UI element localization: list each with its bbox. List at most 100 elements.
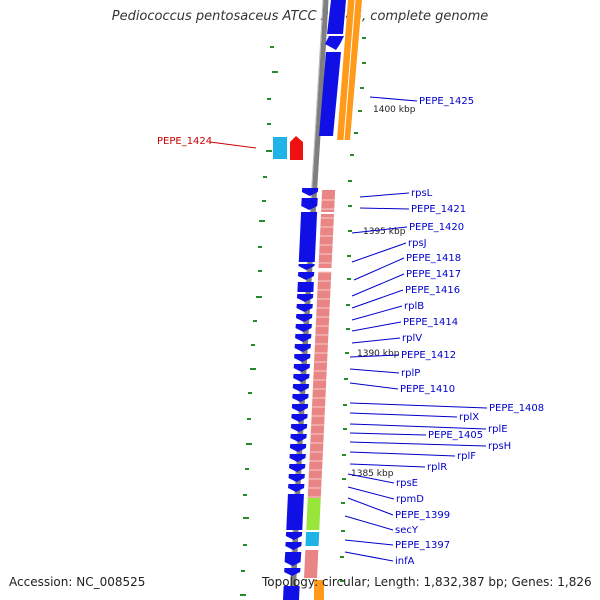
gc-tick-mark <box>345 352 349 354</box>
gene-label-leader-line <box>349 432 427 436</box>
gene-label-leader-line <box>353 257 405 281</box>
gene-label-leader-line <box>351 273 405 297</box>
gc-tick-mark <box>243 544 247 546</box>
gc-tick-mark <box>362 37 366 39</box>
gc-tick-mark <box>342 454 346 456</box>
gene-label-pepe-1405: PEPE_1405 <box>349 430 483 441</box>
gene-label-leader-line <box>344 515 394 531</box>
gene-label-text: PEPE_1418 <box>406 253 461 264</box>
accession-text: Accession: NC_008525 <box>9 575 146 589</box>
figure-title: Pediococcus pentosaceus ATCC 25745, comp… <box>111 9 489 24</box>
gene-label-leader-line <box>344 539 394 546</box>
forward-gene-arrow <box>295 324 312 332</box>
forward-gene-arrow <box>301 188 319 196</box>
forward-gene-arrow <box>297 272 315 280</box>
forward-gene-arrow <box>290 424 308 432</box>
gene-label-leader-line <box>349 412 458 418</box>
gene-label-rplv: rplV <box>351 333 422 344</box>
gc-tick-layer <box>240 37 366 596</box>
forward-gene-arrow <box>292 394 309 402</box>
gc-tick-mark <box>263 176 267 178</box>
gene-label-text: rpsH <box>488 441 511 452</box>
gene-label-leader-line <box>349 451 456 457</box>
gc-tick-mark <box>243 517 249 519</box>
gene-label-leader-line <box>347 497 394 516</box>
forward-gene-arrow <box>293 374 310 382</box>
gene-label-pepe-1412: PEPE_1412 <box>349 350 456 361</box>
gene-label-leader-line <box>344 551 394 562</box>
gc-tick-mark <box>346 304 350 306</box>
gene-label-text: rplE <box>488 424 508 435</box>
gc-tick-mark <box>248 392 252 394</box>
gene-label-leader-line <box>349 441 487 447</box>
gene-label-text: PEPE_1420 <box>409 222 464 233</box>
gc-tick-mark <box>245 468 249 470</box>
forward-gene-arrow <box>301 198 318 210</box>
forward-gene-arrow <box>288 484 305 492</box>
forward-gene-arrow <box>293 364 311 372</box>
gc-tick-mark <box>348 180 352 182</box>
ribosomal-gene-block <box>304 550 319 578</box>
gene-label-leader-line <box>347 473 395 484</box>
scale-label: 1400 kbp <box>373 105 416 115</box>
gc-tick-mark <box>354 132 358 134</box>
gene-label-rpsl: rpsL <box>359 188 433 199</box>
gc-tick-mark <box>266 150 272 152</box>
scale-label: 1395 kbp <box>363 227 406 237</box>
gene-label-pepe-1417: PEPE_1417 <box>351 269 461 297</box>
gene-label-text: infA <box>395 556 415 567</box>
gc-tick-mark <box>347 278 351 280</box>
gc-tick-mark <box>251 344 255 346</box>
gene-label-rplp: rplP <box>349 368 420 379</box>
gene-label-leader-line <box>347 486 395 500</box>
gene-label-leader-line <box>209 141 257 149</box>
orange-gene-divider <box>343 0 356 141</box>
gene-label-leader-line <box>351 305 403 321</box>
gene-label-text: PEPE_1405 <box>428 430 483 441</box>
gene-label-text: PEPE_1412 <box>401 350 456 361</box>
forward-gene-arrow <box>296 304 313 312</box>
gene-label-rple: rplE <box>349 423 508 435</box>
gc-tick-mark <box>246 443 252 445</box>
green-gene-block <box>306 498 321 530</box>
forward-gene-arrow <box>289 454 306 462</box>
gene-tracks-layer <box>273 0 362 600</box>
forward-gene-arrow <box>286 494 304 530</box>
gene-label-text: rpsL <box>411 188 433 199</box>
gene-label-leader-line <box>349 354 400 358</box>
forward-gene-arrow <box>284 568 301 576</box>
gene-labels-layer: PEPE_1424 PEPE_1425 rpsL PEPE_1421 PEPE_1420… <box>157 96 544 567</box>
gene-label-text: PEPE_1399 <box>395 510 450 521</box>
ribosomal-gene-block <box>321 190 336 212</box>
gene-label-text: PEPE_1408 <box>489 403 544 414</box>
gc-tick-mark <box>272 71 278 73</box>
gene-label-infa: infA <box>344 551 415 567</box>
gene-label-leader-line <box>351 289 404 309</box>
gene-label-rpmd: rpmD <box>347 486 424 505</box>
gene-label-leader-line <box>351 321 402 332</box>
gene-label-leader-line <box>359 207 410 210</box>
gc-tick-mark <box>262 200 266 202</box>
red-gene-arrow <box>290 136 303 160</box>
gc-tick-mark <box>241 570 245 572</box>
ribosomal-gene-block <box>318 214 335 268</box>
gene-label-secy: secY <box>344 515 419 536</box>
gc-tick-mark <box>243 494 247 496</box>
gene-label-pepe-1399: PEPE_1399 <box>347 497 450 521</box>
forward-gene-arrow <box>285 542 302 550</box>
forward-gene-arrow <box>291 404 309 412</box>
gene-label-pepe-1424: PEPE_1424 <box>157 136 257 149</box>
gc-tick-mark <box>247 418 251 420</box>
scale-layer: 1400 kbp 1395 kbp 1390 kbp 1385 kbp <box>351 105 416 479</box>
gene-label-rpsh: rpsH <box>349 441 511 452</box>
gene-label-leader-line <box>349 402 488 409</box>
scale-label: 1390 kbp <box>357 349 400 359</box>
gc-tick-mark <box>358 110 362 112</box>
gc-tick-mark <box>341 530 345 532</box>
gene-label-leader-line <box>349 463 426 468</box>
gc-tick-mark <box>240 594 246 596</box>
gc-tick-mark <box>343 428 347 430</box>
scale-label: 1385 kbp <box>351 469 394 479</box>
